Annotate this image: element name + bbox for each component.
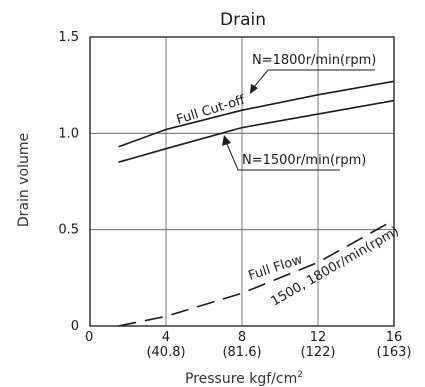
x-axis-title: Pressure kgf/cm2 [185,370,303,387]
x-axis-title-superscript: 2 [297,370,303,380]
grid-lines [90,37,394,326]
leader-n1800-arrowhead [250,84,258,94]
series-group [118,80,395,327]
y-tick-label: 1.0 [58,126,79,141]
chart-title: Drain [220,10,266,30]
x-tick-label: 0 [85,330,93,345]
annotation-leaders [222,69,375,171]
x-axis-title-main: Pressure kgf/cm [185,371,297,387]
series-label-n1500: N=1500r/min(rpm) [242,153,366,168]
series-line-1 [118,99,395,163]
x-tick-sublabel: (40.8) [146,345,185,360]
plot-frame [89,36,395,327]
x-axis-ticks: 0 4(40.8) 8(81.6) 12(122) 16(163) [85,330,411,360]
y-tick-label: 1.5 [58,30,79,45]
x-tick-label: 4 [162,330,170,345]
series-line-2 [118,219,395,327]
x-tick-sublabel: (81.6) [222,345,261,360]
y-tick-label: 0.5 [58,223,79,238]
series-label-n1800: N=1800r/min(rpm) [252,53,376,68]
x-tick-label: 8 [238,330,246,345]
leader-n1500 [226,143,340,171]
y-tick-label: 0 [71,319,79,334]
x-tick-label: 12 [310,330,327,345]
x-tick-sublabel: (122) [301,345,336,360]
leader-n1800 [253,69,375,88]
x-tick-sublabel: (163) [377,345,412,360]
x-tick-label: 16 [386,330,403,345]
y-axis-ticks: 0 0.5 1.0 1.5 [58,30,79,334]
annotation-full-cutoff: Full Cut-off [175,93,248,128]
y-axis-title: Drain volume [16,133,32,227]
series-line-0 [118,80,395,148]
leader-n1500-arrowhead [222,135,231,146]
